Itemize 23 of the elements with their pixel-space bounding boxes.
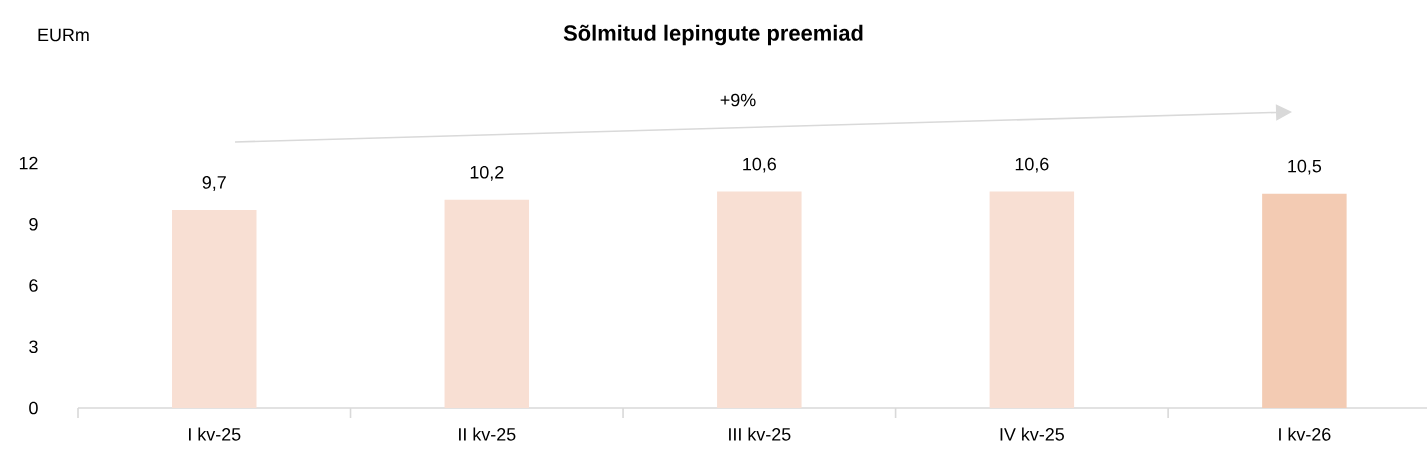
x-tick-label: I kv-26 — [1279, 427, 1331, 441]
bar — [1262, 193, 1347, 408]
text: EURm — [38, 28, 89, 42]
y-tick-label: 6 — [29, 279, 38, 292]
data-label: 10,2 — [470, 165, 504, 181]
data-label: 10,6 — [1015, 157, 1049, 173]
bar — [444, 199, 530, 408]
bar — [989, 191, 1075, 408]
x-tick-label: I kv-25 — [189, 427, 241, 441]
y-tick-label: 0 — [29, 401, 38, 415]
bar — [172, 209, 257, 408]
y-tick-label: 3 — [29, 340, 38, 354]
x-tick-label: IV kv-25 — [1000, 427, 1064, 441]
y-tick-label: 12 — [19, 156, 38, 170]
bar — [717, 191, 802, 408]
data-label: 9,7 — [202, 176, 226, 191]
chart-title: Sõlmitud lepingute preemiad — [563, 24, 863, 46]
data-label: 10,6 — [743, 157, 776, 173]
data-label: 10,5 — [1288, 159, 1322, 175]
text: +9% — [720, 93, 756, 107]
y-tick-label: 9 — [29, 217, 38, 231]
x-tick-label: II kv-25 — [459, 427, 516, 441]
x-tick-label: III kv-25 — [729, 427, 791, 441]
